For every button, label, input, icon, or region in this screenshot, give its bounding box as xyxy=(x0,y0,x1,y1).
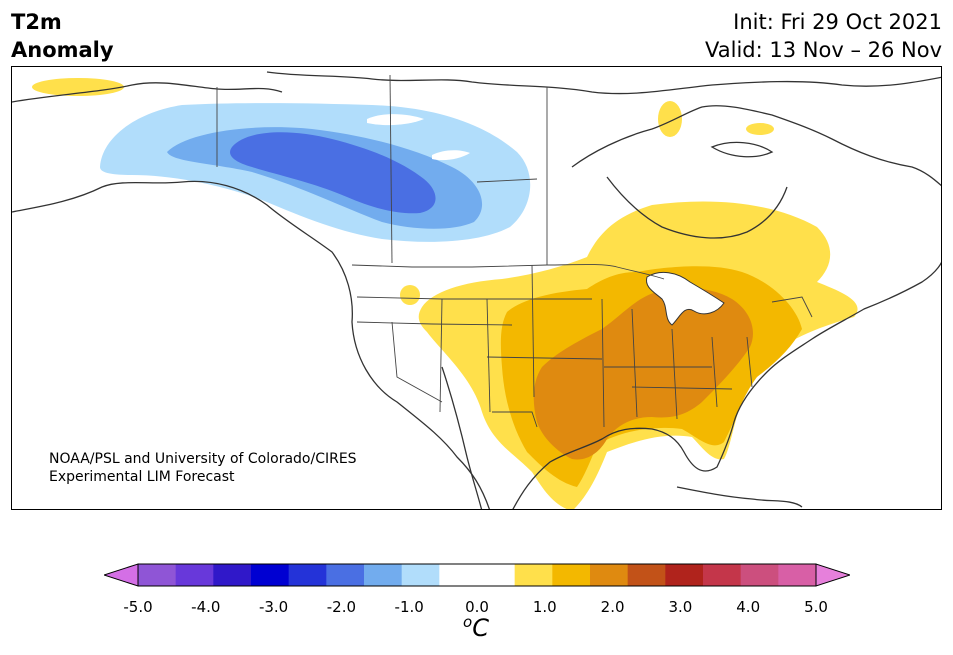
great-lakes xyxy=(645,271,725,326)
warm-patch-rockies xyxy=(400,285,420,305)
colorbar-cell xyxy=(326,564,365,586)
units-degree: o xyxy=(463,613,473,631)
colorbar-cell xyxy=(401,564,440,586)
colorbar-tick-label: -2.0 xyxy=(326,598,357,616)
lake-white xyxy=(367,114,424,126)
colorbar-cell xyxy=(175,564,214,586)
colorbar-cell xyxy=(590,564,629,586)
colorbar-cell xyxy=(477,564,516,586)
cold-core-region xyxy=(230,132,436,214)
colorbar-cell xyxy=(364,564,403,586)
colorbar-cell xyxy=(552,564,591,586)
anomaly-map xyxy=(11,66,942,510)
colorbar-cell xyxy=(138,564,177,586)
colorbar-cell xyxy=(778,564,817,586)
colorbar-cell xyxy=(439,564,478,586)
colorbar-tick-label: -1.0 xyxy=(394,598,424,616)
colorbar-tick-label: 3.0 xyxy=(668,598,693,616)
colorbar-tick-label: 5.0 xyxy=(804,598,828,616)
colorbar-cell xyxy=(251,564,290,586)
colorbar-cell xyxy=(213,564,252,586)
units-letter: C xyxy=(472,614,489,642)
colorbar-tick-label: 4.0 xyxy=(736,598,761,616)
warm-patch-labrador xyxy=(746,123,774,135)
colorbar-tick-label: -4.0 xyxy=(191,598,221,616)
colorbar-outline xyxy=(137,563,817,587)
map-canvas xyxy=(12,71,941,509)
colorbar-cell xyxy=(627,564,666,586)
init-date: Init: Fri 29 Oct 2021 xyxy=(733,10,942,34)
forecast-dates: Init: Fri 29 Oct 2021 Valid: 13 Nov – 26… xyxy=(705,8,942,64)
colorbar-tick-label: 2.0 xyxy=(600,598,625,616)
colorbar-tick-label: 0.0 xyxy=(465,598,489,616)
units-label: oC xyxy=(463,613,489,642)
warm-core-region xyxy=(533,287,753,460)
colorbar-tick-label: -3.0 xyxy=(258,598,289,616)
colorbar-over-arrow xyxy=(815,563,850,587)
colorbar-cell xyxy=(740,564,779,586)
map-title: T2m Anomaly xyxy=(11,8,114,64)
warm-patch-hudson xyxy=(658,101,682,137)
colorbar-under-arrow xyxy=(104,563,139,587)
colorbar-cell xyxy=(514,564,553,586)
borders xyxy=(216,74,813,428)
colorbar-ticks: -5.0 -4.0 -3.0 -2.0 -1.0 0.0 1.0 2.0 3.0 4.0 5.0 xyxy=(0,598,953,618)
colorbar xyxy=(104,563,850,587)
lake-white-2 xyxy=(432,150,470,161)
valid-range: Valid: 13 Nov – 26 Nov xyxy=(705,38,942,62)
anomaly-label: Anomaly xyxy=(11,38,114,62)
colorbar-tick-label: 1.0 xyxy=(532,598,557,616)
variable-label: T2m xyxy=(11,10,62,34)
coastlines xyxy=(12,71,941,509)
colorbar-cell xyxy=(288,564,327,586)
colorbar-cell xyxy=(703,564,742,586)
colorbar-cell xyxy=(665,564,704,586)
credit-line-1: NOAA/PSL and University of Colorado/CIRE… xyxy=(49,451,357,467)
colorbar-cells xyxy=(138,564,817,586)
credit-line-2: Experimental LIM Forecast xyxy=(49,469,235,485)
credit-text: NOAA/PSL and University of Colorado/CIRE… xyxy=(49,450,357,486)
warm-patch-northwest xyxy=(32,78,124,96)
colorbar-tick-label: -5.0 xyxy=(123,598,153,616)
